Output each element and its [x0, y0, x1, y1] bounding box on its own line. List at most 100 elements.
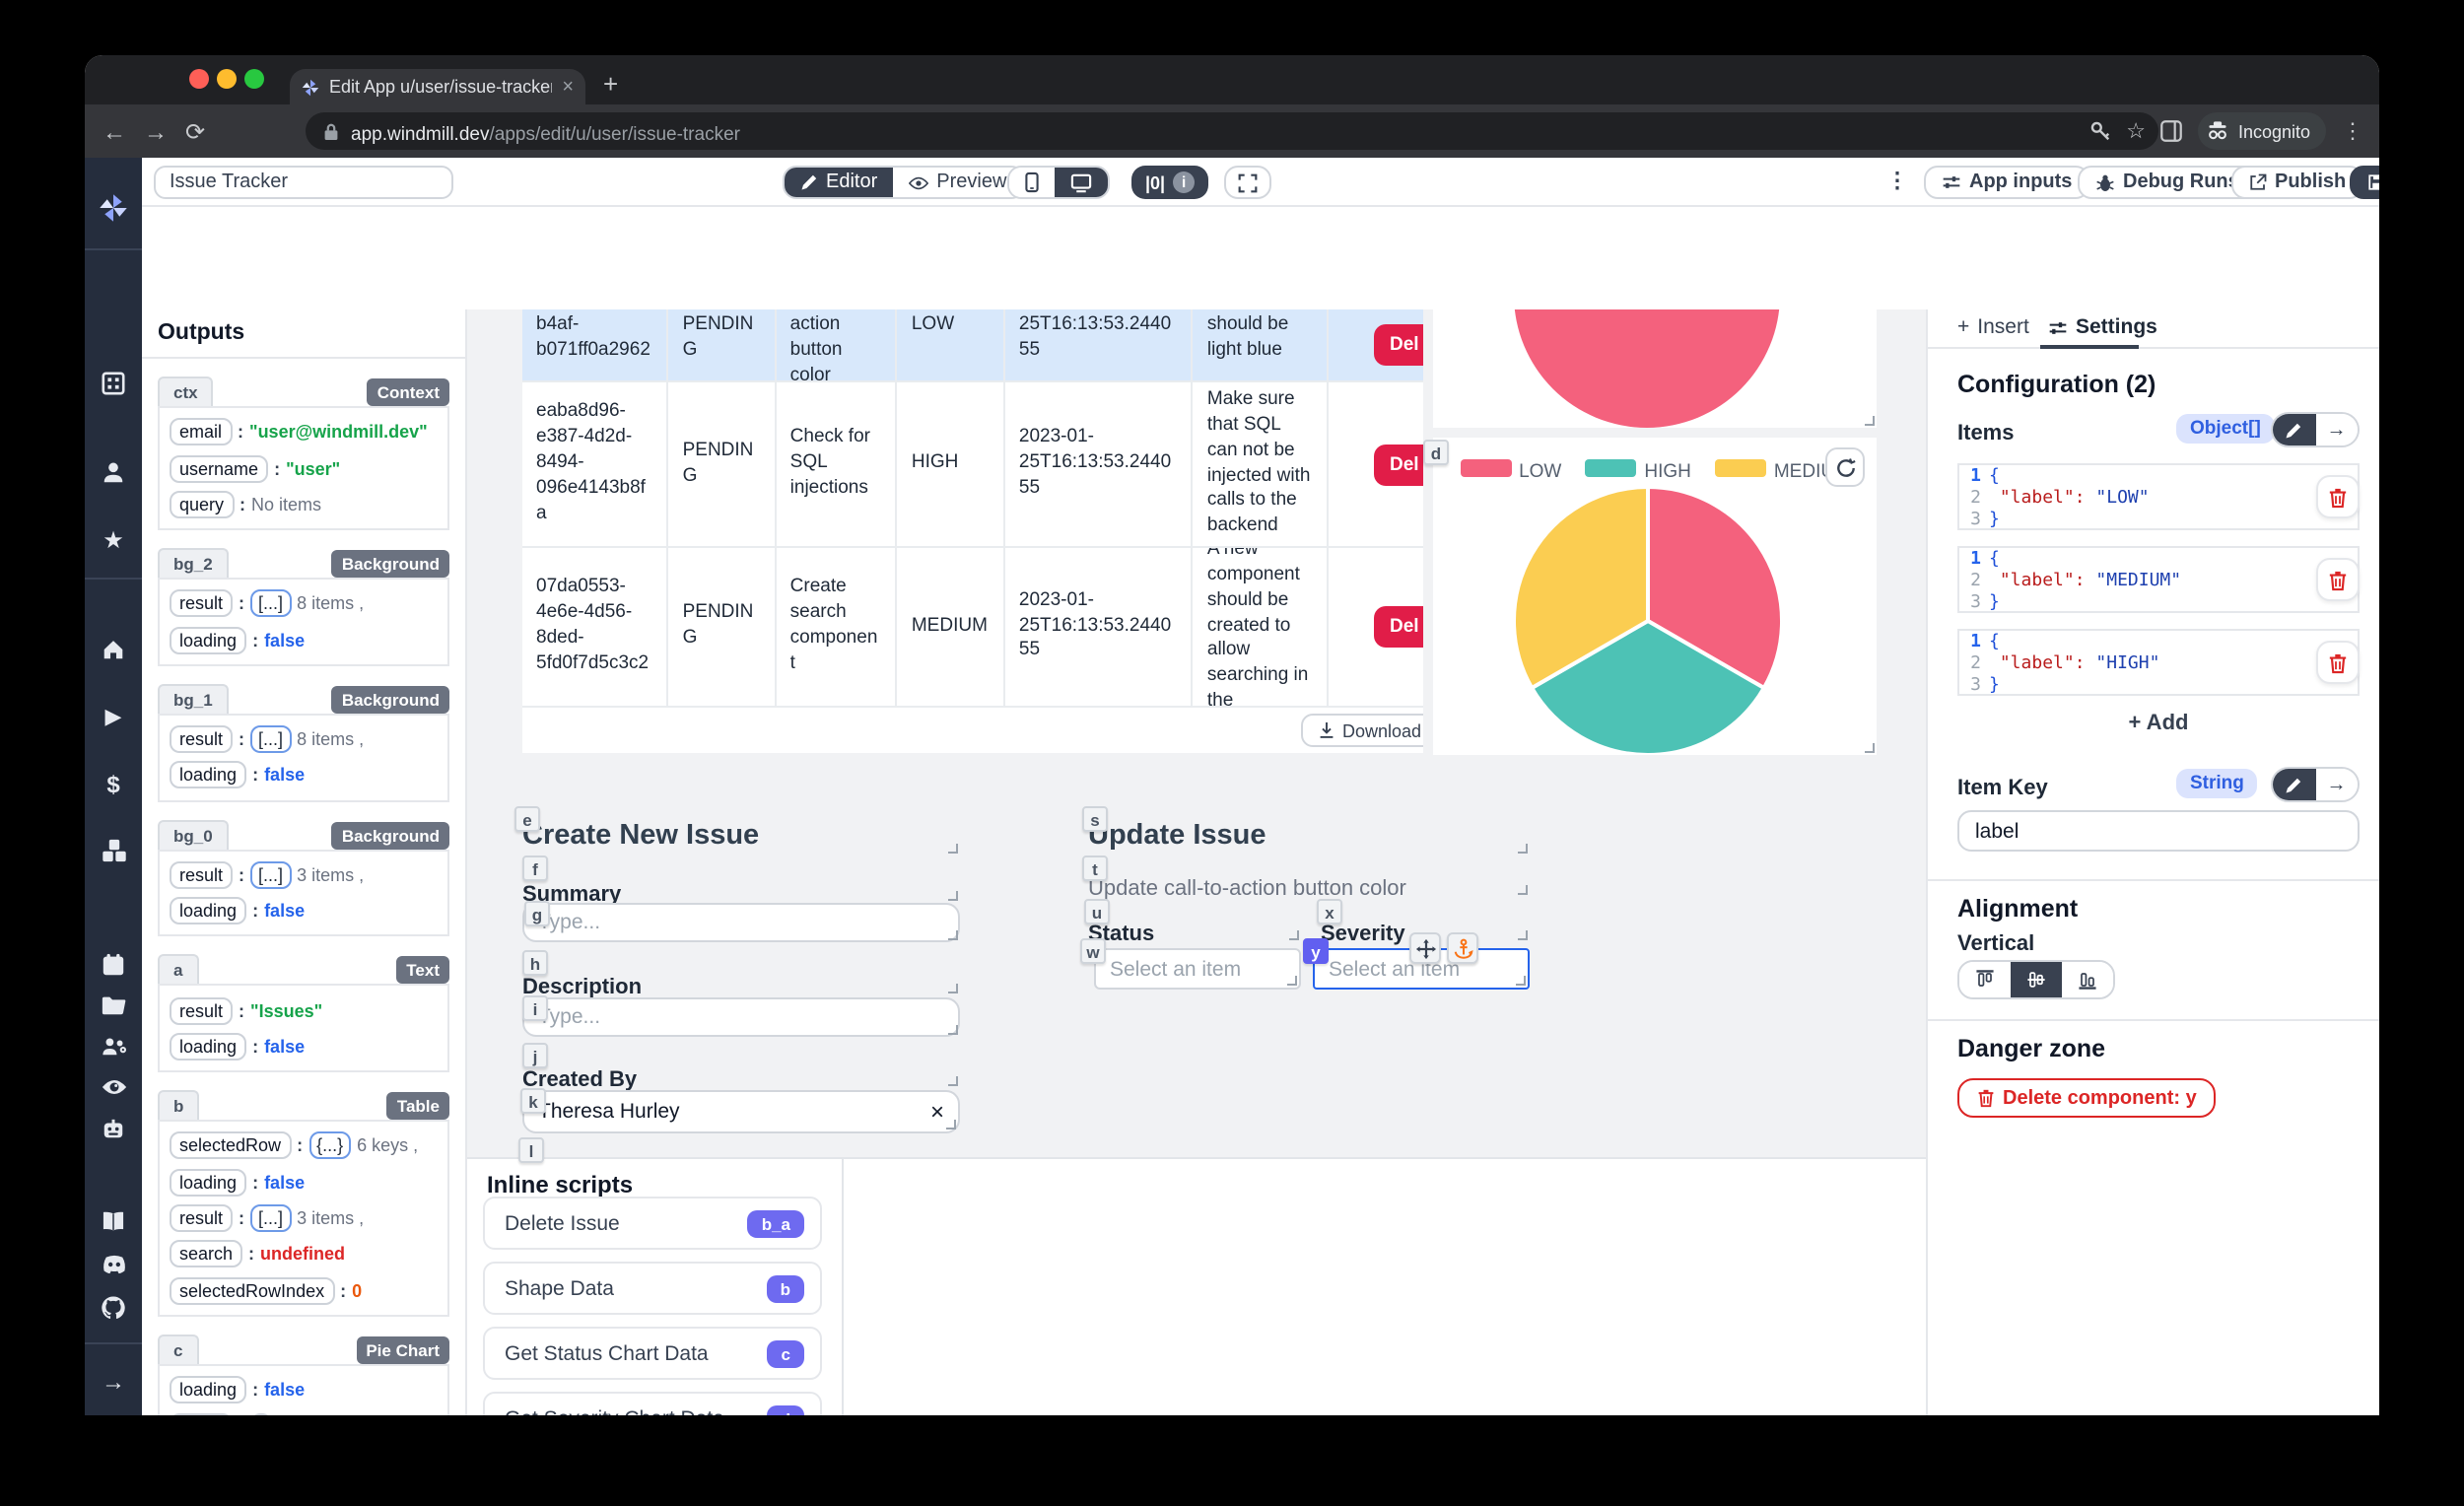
sidebar-item-resources[interactable]: [85, 838, 142, 863]
sidebar-item-schedules[interactable]: [85, 952, 142, 978]
publish-button[interactable]: Publish: [2231, 166, 2364, 199]
inline-script-item[interactable]: Shape Data b: [483, 1262, 822, 1315]
output-row[interactable]: query: No items: [170, 487, 438, 523]
toolbar-menu-icon[interactable]: ⋮: [1886, 170, 1908, 193]
output-row[interactable]: username: "user": [170, 450, 438, 487]
delete-row-button[interactable]: Del: [1374, 324, 1423, 366]
inline-script-item[interactable]: Delete Issue b_a: [483, 1197, 822, 1250]
status-select[interactable]: Select an item: [1094, 948, 1301, 990]
severity-pie-chart[interactable]: LOW HIGH MEDIUM: [1433, 438, 1877, 755]
incognito-badge[interactable]: Incognito: [2198, 112, 2326, 150]
output-row[interactable]: loading: false: [170, 1164, 438, 1200]
windmill-logo-icon[interactable]: [85, 193, 142, 223]
tab-insert[interactable]: + Insert: [1957, 315, 2029, 339]
sidebar-item-user[interactable]: [85, 459, 142, 485]
created-by-label[interactable]: Created By: [522, 1061, 960, 1092]
component-chip[interactable]: x: [1317, 899, 1342, 924]
update-issue-subtitle[interactable]: Update call-to-action button color: [1088, 869, 1530, 901]
output-row[interactable]: selectedRow: {...} 6 keys ,: [170, 1128, 438, 1164]
item-code-editor[interactable]: 1{ 2 "label": "HIGH" 3}: [1957, 629, 2360, 696]
output-row[interactable]: result: "Issues": [170, 993, 438, 1029]
component-chip[interactable]: t: [1082, 856, 1108, 881]
back-icon[interactable]: ←: [103, 117, 126, 145]
component-chip[interactable]: g: [524, 901, 550, 926]
bookmark-star-icon[interactable]: ☆: [2126, 120, 2146, 144]
component-chip-d[interactable]: d: [1423, 440, 1449, 465]
reload-icon[interactable]: ⟳: [185, 117, 206, 145]
item-key-input[interactable]: [1957, 810, 2360, 852]
connect-button[interactable]: →: [2315, 769, 2358, 800]
output-row[interactable]: search: undefined: [170, 1237, 438, 1273]
selected-component-chip[interactable]: y: [1303, 938, 1329, 964]
sidebar-item-runs[interactable]: ▶: [104, 706, 122, 729]
app-canvas[interactable]: b4af-b071ff0a2962 PENDING action button …: [467, 309, 1926, 1415]
delete-item-button[interactable]: [2316, 475, 2360, 518]
anchor-component-handle[interactable]: [1447, 932, 1478, 964]
app-inputs-button[interactable]: App inputs: [1924, 166, 2090, 199]
sidebar-item-groups[interactable]: [85, 1035, 142, 1059]
description-label[interactable]: Description: [522, 968, 960, 999]
severity-select-selected[interactable]: Select an item: [1313, 948, 1530, 990]
sidebar-item-workspace[interactable]: [85, 371, 142, 396]
tab-settings[interactable]: Settings: [2048, 315, 2157, 339]
sidebar-item-github[interactable]: [85, 1295, 142, 1321]
clear-icon[interactable]: ×: [929, 1098, 944, 1126]
output-row[interactable]: result: [...] 3 items ,: [170, 1200, 438, 1237]
item-code-editor[interactable]: 1{ 2 "label": "MEDIUM" 3}: [1957, 546, 2360, 613]
move-component-handle[interactable]: [1409, 932, 1441, 964]
side-panel-icon[interactable]: [2161, 120, 2183, 142]
update-issue-title[interactable]: Update Issue: [1088, 818, 1530, 856]
refresh-chart-button[interactable]: [1825, 447, 1865, 487]
output-row[interactable]: loading: false: [170, 893, 438, 929]
severity-label[interactable]: Severity: [1321, 915, 1530, 946]
output-row[interactable]: result: [...] 8 items ,: [170, 721, 438, 758]
save-button[interactable]: Save: [2350, 166, 2379, 199]
mobile-view-button[interactable]: [1009, 168, 1055, 197]
align-center-button[interactable]: [2011, 962, 2062, 997]
sidebar-expand-icon[interactable]: →: [102, 1368, 125, 1396]
sidebar-item-folders[interactable]: [85, 993, 142, 1017]
component-chip[interactable]: j: [522, 1043, 548, 1068]
maximize-window-button[interactable]: [244, 69, 264, 89]
sidebar-item-audit-logs[interactable]: [85, 1076, 142, 1098]
section-id[interactable]: b: [158, 1090, 200, 1121]
fullscreen-button[interactable]: [1224, 166, 1271, 199]
close-tab-icon[interactable]: ×: [562, 76, 574, 98]
status-label[interactable]: Status: [1088, 915, 1301, 946]
browser-menu-icon[interactable]: ⋮: [2342, 120, 2363, 144]
output-row[interactable]: loading: false: [170, 622, 438, 658]
debug-outputs-button[interactable]: |0| i: [1131, 166, 1209, 199]
align-bottom-button[interactable]: [2062, 962, 2113, 997]
editor-mode-button[interactable]: Editor: [785, 168, 894, 197]
component-chip[interactable]: i: [522, 995, 548, 1021]
table-row[interactable]: 07da0553-4e6e-4d56-8ded-5fd0f7d5c3c2 PEN…: [522, 548, 1423, 708]
delete-item-button[interactable]: [2316, 641, 2360, 684]
component-chip[interactable]: e: [514, 806, 540, 832]
component-chip[interactable]: w: [1080, 938, 1106, 964]
address-bar[interactable]: app.windmill.dev/apps/edit/u/user/issue-…: [306, 112, 2158, 150]
connect-button[interactable]: →: [2315, 414, 2358, 445]
static-edit-button[interactable]: [2273, 769, 2315, 800]
delete-row-button[interactable]: Del: [1374, 606, 1423, 648]
new-tab-button[interactable]: +: [603, 69, 619, 99]
sidebar-item-discord[interactable]: [85, 1254, 142, 1275]
download-button[interactable]: Download: [1301, 714, 1423, 747]
table-row[interactable]: eaba8d96-e387-4d2d-8494-096e4143b8fa PEN…: [522, 382, 1423, 548]
component-chip[interactable]: s: [1082, 806, 1108, 832]
table-row[interactable]: b4af-b071ff0a2962 PENDING action button …: [522, 309, 1423, 382]
sidebar-item-workers[interactable]: [85, 1118, 142, 1141]
section-id[interactable]: ctx: [158, 376, 214, 406]
component-chip[interactable]: u: [1084, 899, 1110, 924]
output-row[interactable]: loading: false: [170, 1372, 438, 1408]
component-chip[interactable]: f: [522, 856, 548, 881]
delete-component-button[interactable]: Delete component: y: [1957, 1078, 2217, 1118]
inline-script-item[interactable]: Get Status Chart Data c: [483, 1327, 822, 1380]
created-by-select[interactable]: Theresa Hurley ×: [522, 1090, 960, 1133]
forward-icon[interactable]: →: [144, 117, 168, 145]
browser-tab[interactable]: Edit App u/user/issue-tracker | ×: [290, 69, 585, 104]
output-row[interactable]: selectedRowIndex:0: [170, 1272, 438, 1309]
delete-item-button[interactable]: [2316, 558, 2360, 601]
app-name-input[interactable]: [154, 166, 453, 199]
static-edit-button[interactable]: [2273, 414, 2315, 445]
section-id[interactable]: bg_2: [158, 548, 229, 579]
